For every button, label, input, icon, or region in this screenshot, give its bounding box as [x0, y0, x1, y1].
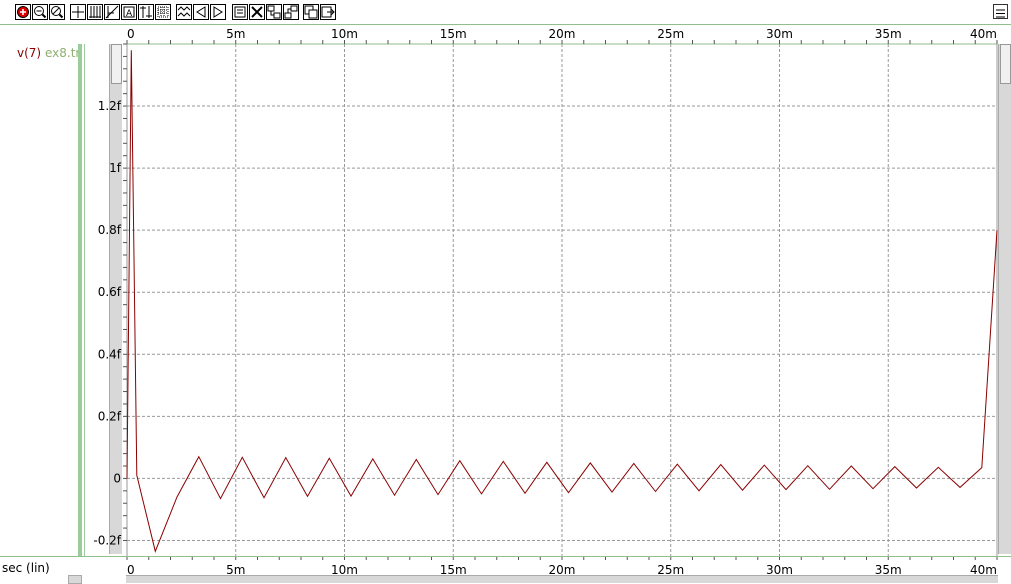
trace-layer [126, 50, 998, 553]
x-axis-unit: sec (lin) [2, 561, 50, 575]
x-tick-label: 35m [875, 563, 902, 577]
density-icon[interactable] [155, 4, 171, 20]
x-tick-label: 10m [331, 27, 358, 41]
x-tick-label: 0 [127, 27, 135, 41]
y-tick-label: -0.2f [93, 533, 121, 547]
zoom-out-icon[interactable] [32, 4, 48, 20]
x-tick-label: 30m [766, 563, 793, 577]
cursor-toolbar-group: A [70, 4, 172, 20]
navigate-toolbar-group [176, 4, 227, 20]
y-cursor-icon[interactable] [138, 4, 154, 20]
minor-ticks [123, 40, 998, 560]
zoom-in-icon[interactable] [15, 4, 31, 20]
legend-scrollbar[interactable] [68, 575, 82, 584]
legend-signal-name[interactable]: v(7) [17, 46, 42, 60]
x-tick-label: 40m [970, 563, 997, 577]
bottom-separator [0, 556, 1011, 557]
x-tick-label: 0 [127, 563, 135, 577]
waveform-trace [126, 50, 998, 553]
y-tick-label: 0 [113, 471, 121, 485]
panel-toolbar-group [232, 4, 300, 20]
x-tick-labels-bottom: 0 5m 10m 15m 20m 25m 30m 35m 40m [127, 563, 997, 577]
x-tick-labels-top: 0 5m 10m 15m 20m 25m 30m 35m 40m [127, 27, 997, 41]
slope-icon[interactable] [104, 4, 120, 20]
signal-legend: v(7) ex8.tr [0, 42, 78, 554]
y-tick-label: 0.2f [98, 409, 122, 423]
panel-icon[interactable] [232, 4, 248, 20]
y-scrollbar-thumb[interactable] [111, 44, 122, 84]
x-tick-label: 5m [226, 563, 245, 577]
x-tick-label: 20m [549, 27, 576, 41]
window-menu-icon[interactable] [993, 4, 1008, 19]
overlay-icon[interactable] [283, 4, 299, 20]
svg-text:A: A [126, 9, 133, 19]
stack-icon[interactable] [266, 4, 282, 20]
x-tick-label: 5m [226, 27, 245, 41]
y-tick-label: 1.2f [98, 99, 122, 113]
x-tick-label: 15m [440, 563, 467, 577]
legend-file-name: ex8.tr [45, 46, 78, 60]
x-tick-label: 40m [970, 27, 997, 41]
grid-icon[interactable] [87, 4, 103, 20]
x-tick-label: 35m [875, 27, 902, 41]
y-scrollbar[interactable] [109, 44, 122, 554]
y-tick-label: 0.6f [98, 285, 122, 299]
export-icon[interactable] [320, 4, 336, 20]
y-tick-labels: -0.2f 0 0.2f 0.4f 0.6f 0.8f 1f 1.2f [93, 99, 121, 547]
y-tick-label: 0.8f [98, 223, 122, 237]
panel-divider [84, 44, 85, 556]
y-tick-label: 1f [109, 161, 122, 175]
zoom-fit-icon[interactable] [49, 4, 65, 20]
copy-icon[interactable] [303, 4, 319, 20]
x-cursor-icon[interactable] [70, 4, 86, 20]
x-tick-label: 15m [440, 27, 467, 41]
export-toolbar-group [303, 4, 337, 20]
grid [125, 43, 998, 556]
delete-icon[interactable] [249, 4, 265, 20]
y-tick-label: 0.4f [98, 347, 122, 361]
x-tick-label: 10m [331, 563, 358, 577]
panel-splitter[interactable] [78, 44, 82, 556]
toolbar: A [0, 0, 1011, 24]
waveform-icon[interactable] [176, 4, 192, 20]
x-tick-label: 30m [766, 27, 793, 41]
x-tick-label: 25m [657, 563, 684, 577]
label-icon[interactable]: A [121, 4, 137, 20]
x-scrollbar[interactable] [126, 575, 998, 583]
toolbar-separator [0, 24, 1011, 25]
x-tick-label: 25m [657, 27, 684, 41]
pan-right-icon[interactable] [210, 4, 226, 20]
zoom-toolbar-group [15, 4, 66, 20]
pan-left-icon[interactable] [193, 4, 209, 20]
x-tick-label: 20m [549, 563, 576, 577]
